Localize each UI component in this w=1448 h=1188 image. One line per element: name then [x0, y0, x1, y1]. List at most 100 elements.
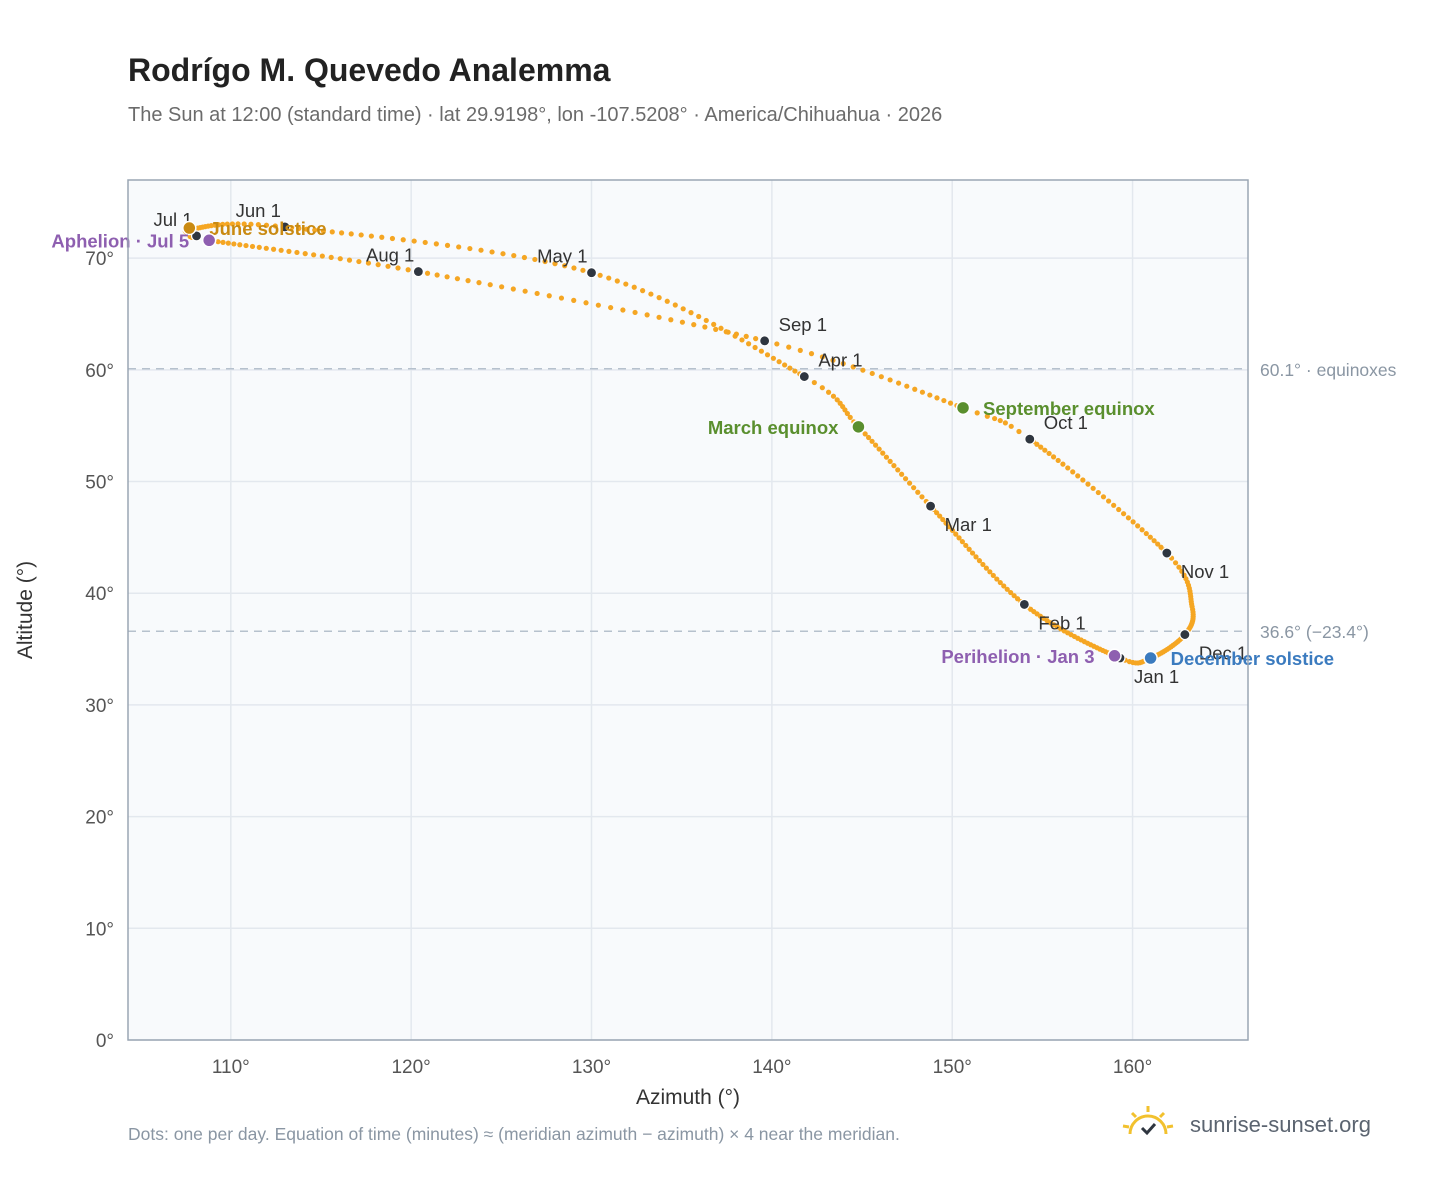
daily-sun-dot: [919, 494, 925, 500]
daily-sun-dot: [476, 280, 482, 286]
daily-sun-dot: [883, 454, 890, 460]
plot-frame: [127, 179, 1249, 1041]
daily-sun-dot: [395, 265, 401, 271]
month-marker: [1018, 598, 1030, 611]
daily-sun-dot: [664, 298, 670, 304]
daily-sun-dot: [860, 367, 866, 373]
daily-sun-dot: [997, 579, 1003, 586]
brand[interactable]: sunrise-sunset.org: [1120, 1104, 1390, 1148]
x-tick-label: 130°: [572, 1057, 611, 1078]
daily-sun-dot: [456, 244, 462, 250]
daily-sun-dot: [808, 351, 815, 357]
daily-sun-dot: [825, 389, 832, 395]
daily-sun-dot: [631, 284, 637, 290]
month-marker-label: Dec 1: [1199, 643, 1247, 664]
daily-sun-dot: [644, 312, 650, 318]
daily-sun-dot: [348, 231, 354, 237]
daily-sun-dot: [990, 572, 996, 579]
daily-sun-dot: [1090, 485, 1096, 491]
daily-sun-dot: [880, 450, 886, 456]
daily-sun-dot: [454, 276, 461, 282]
daily-sun-dot: [956, 535, 962, 541]
daily-sun-dot: [1004, 586, 1010, 592]
daily-sun-dot: [1016, 428, 1022, 435]
y-tick-label: 30°: [85, 696, 114, 717]
daily-sun-dot: [521, 254, 528, 261]
daily-sun-dot: [1011, 593, 1017, 599]
daily-sun-dot: [696, 313, 702, 320]
x-tick-label: 120°: [391, 1057, 430, 1078]
daily-sun-dot: [713, 326, 719, 332]
daily-sun-dot: [256, 244, 262, 250]
month-marker: [1179, 628, 1191, 641]
daily-sun-dot: [623, 281, 629, 287]
event-markers: March equinox June solstice September equi…: [51, 218, 1334, 669]
daily-sun-dot: [487, 282, 493, 288]
daily-sun-dot: [411, 238, 417, 244]
daily-sun-dot: [987, 569, 993, 575]
event-label: March equinox: [708, 417, 839, 438]
daily-sun-dot: [994, 576, 1000, 582]
daily-sun-dot: [444, 274, 450, 280]
daily-sun-dot: [534, 290, 540, 297]
month-marker-label: Sep 1: [779, 314, 827, 335]
daily-sun-dot: [1002, 420, 1008, 426]
daily-sun-dot: [231, 241, 237, 247]
month-marker: [412, 265, 424, 278]
daily-sun-dot: [546, 293, 552, 299]
daily-sun-dot: [500, 251, 506, 257]
daily-sun-dot: [1111, 502, 1117, 508]
daily-sun-dot: [320, 228, 326, 234]
daily-sun-dot: [702, 324, 708, 330]
daily-sun-dot: [1050, 454, 1057, 460]
daily-sun-dot: [365, 260, 372, 266]
daily-sun-dot: [830, 357, 836, 363]
daily-sun-dot: [511, 252, 517, 259]
daily-sun-dot: [400, 237, 406, 243]
daily-sun-dot: [235, 221, 241, 227]
daily-sun-dot: [896, 380, 902, 386]
daily-sun-dot: [902, 476, 909, 482]
daily-sun-dot: [711, 321, 717, 327]
daily-sun-dot: [792, 368, 798, 374]
daily-sun-dot: [296, 225, 302, 231]
daily-sun-dot: [811, 379, 817, 386]
daily-sun-dot: [668, 317, 674, 323]
daily-sun-dot: [405, 267, 411, 273]
daily-sun-dot: [887, 377, 893, 383]
daily-sun-dot: [680, 306, 686, 312]
daily-sun-dot: [947, 400, 954, 406]
daily-sun-dot: [241, 221, 247, 227]
month-marker-label: Jun 1: [236, 200, 281, 221]
daily-sun-dot: [1126, 659, 1133, 665]
month-marker: [279, 221, 291, 233]
plot-background: [128, 180, 1248, 1040]
daily-sun-dot: [912, 386, 918, 392]
daily-sun-dot: [656, 295, 662, 301]
daily-sun-dot: [389, 235, 396, 242]
daily-sun-dot: [338, 230, 345, 236]
daily-sun-dot: [467, 245, 473, 252]
event-marker: [1107, 648, 1122, 664]
daily-sun-dot: [911, 485, 917, 491]
daily-sun-dot: [691, 322, 697, 328]
daily-sun-dot: [263, 245, 269, 251]
daily-sun-dot: [782, 362, 788, 368]
event-marker: [182, 220, 197, 236]
daily-sun-dot: [1151, 538, 1157, 544]
daily-sun-dot: [941, 397, 947, 404]
daily-sun-dot: [215, 239, 221, 245]
daily-sun-dot: [1085, 481, 1091, 487]
daily-sun-dot: [943, 520, 949, 526]
daily-sun-dot: [614, 278, 620, 284]
daily-sun-dot: [1130, 519, 1136, 525]
daily-sun-dot: [1042, 447, 1048, 453]
month-marker: [1161, 547, 1173, 559]
daily-sun-dot: [263, 222, 270, 228]
x-tick-label: 160°: [1113, 1057, 1152, 1078]
daily-sun-dot: [969, 550, 976, 556]
daily-sun-dot: [980, 561, 986, 568]
x-tick-label: 110°: [212, 1057, 250, 1078]
daily-sun-dot: [786, 344, 792, 350]
event-label: Perihelion · Jan 3: [941, 646, 1094, 667]
